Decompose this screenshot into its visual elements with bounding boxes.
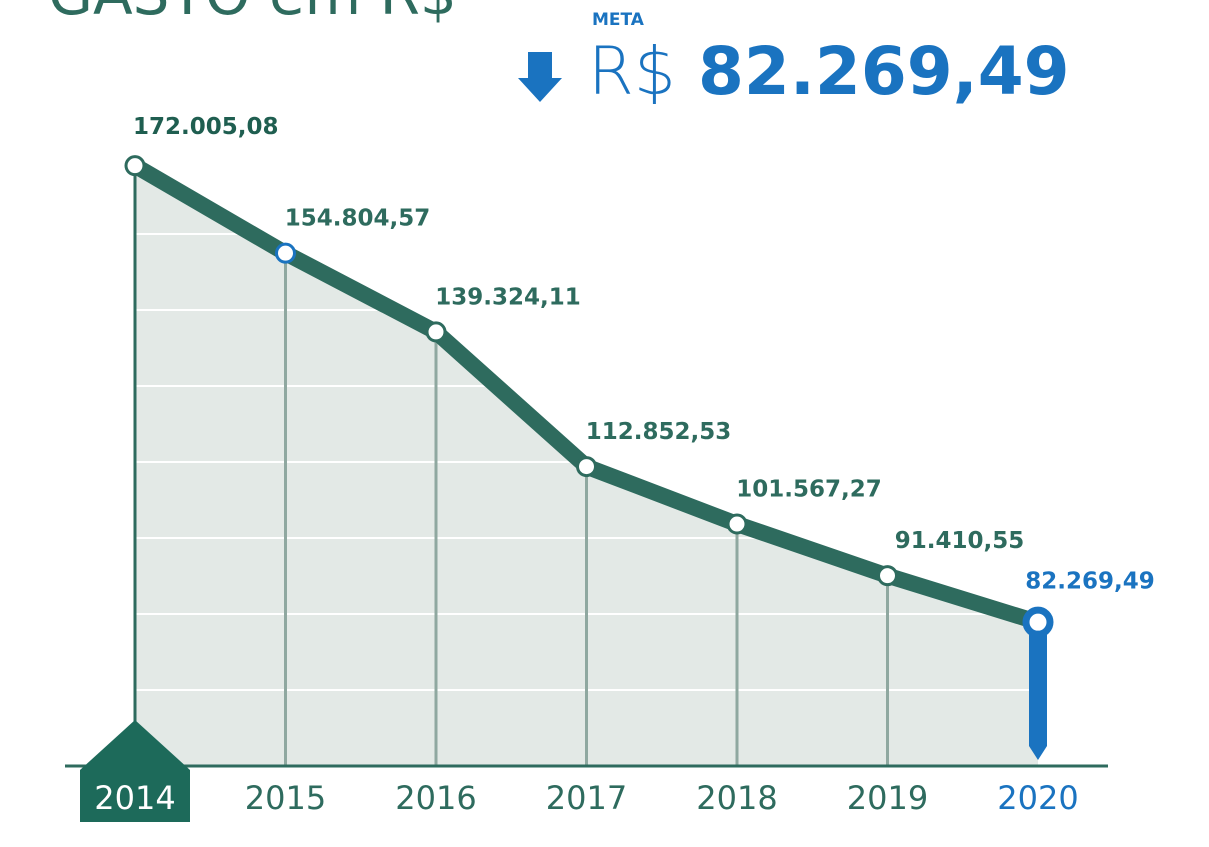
value-label: 101.567,27 — [736, 477, 882, 503]
highlight-tab — [80, 720, 190, 822]
value-label: 112.852,53 — [586, 419, 732, 445]
down-arrow-icon — [518, 52, 562, 102]
area — [135, 165, 1038, 767]
meta-value: 82.269,49 — [698, 33, 1070, 110]
value-label: 154.804,57 — [285, 206, 431, 232]
chart-title: GASTO em R$ — [48, 0, 457, 28]
x-tick-label: 2014 — [94, 779, 175, 817]
meta-currency: R$ — [588, 33, 676, 110]
point — [425, 321, 447, 343]
value-label: 91.410,55 — [895, 528, 1025, 554]
value-label: 139.324,11 — [435, 284, 581, 310]
meta-label: META — [592, 10, 645, 30]
point — [576, 456, 597, 478]
point — [124, 155, 146, 177]
x-tick-label: 2016 — [395, 779, 476, 817]
x-tick-label: 2020 — [997, 779, 1078, 817]
x-tick-label: 2018 — [696, 779, 777, 817]
point — [877, 565, 898, 587]
x-tick-label: 2019 — [847, 779, 928, 817]
value-label: 82.269,49 — [1025, 569, 1155, 595]
point — [275, 242, 296, 264]
value-label: 172.005,08 — [133, 114, 279, 140]
point — [726, 513, 748, 535]
x-tick-label: 2017 — [546, 779, 627, 817]
x-tick-label: 2015 — [245, 779, 326, 817]
highlight-bar — [1029, 622, 1047, 760]
point — [1022, 606, 1054, 638]
